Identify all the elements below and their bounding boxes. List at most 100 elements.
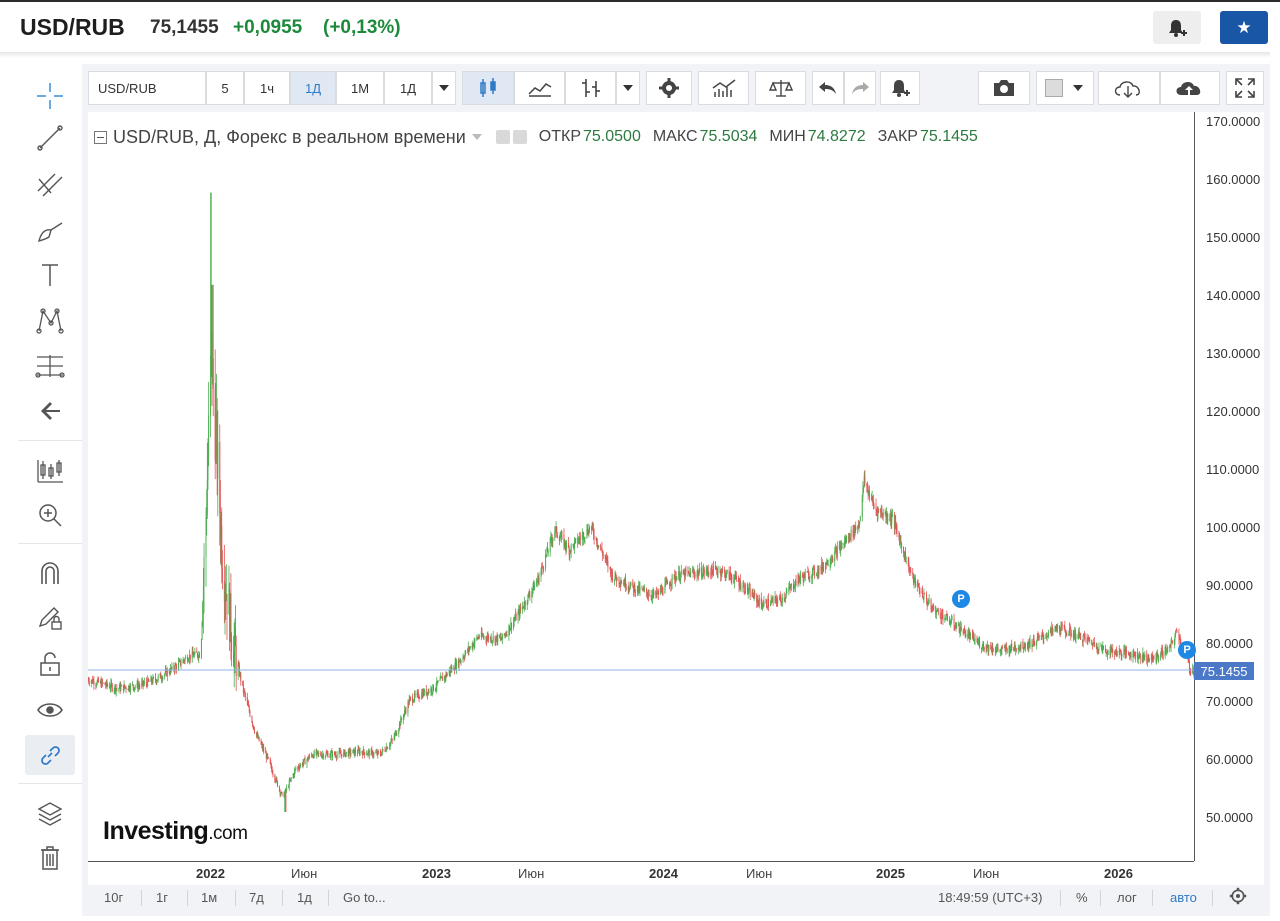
chart-type-dropdown[interactable] xyxy=(616,71,640,105)
interval-5[interactable]: 5 xyxy=(206,71,244,105)
create-alert-button[interactable] xyxy=(880,71,920,105)
candle-up xyxy=(850,529,852,540)
trendline-tool[interactable] xyxy=(25,118,75,158)
redo-button[interactable] xyxy=(844,71,876,105)
magnet-tool[interactable] xyxy=(25,553,75,593)
range-1m[interactable]: 1м xyxy=(201,890,218,905)
candles-style-button[interactable] xyxy=(462,71,514,105)
collapse-legend-icon[interactable] xyxy=(94,130,107,144)
range-1d[interactable]: 1д xyxy=(297,890,312,905)
candle-up xyxy=(992,650,994,652)
candle-down xyxy=(625,587,627,589)
caret-down-icon[interactable] xyxy=(471,134,482,140)
candle-down xyxy=(716,571,718,574)
percent-toggle[interactable]: % xyxy=(1076,890,1088,905)
candle-up xyxy=(1074,630,1076,635)
candle-up xyxy=(965,634,967,638)
candle-down xyxy=(802,574,804,577)
candle-down xyxy=(670,584,672,586)
candle-down xyxy=(341,754,343,757)
line-style-button[interactable] xyxy=(514,71,565,105)
interval-dropdown[interactable] xyxy=(432,71,456,105)
object-tree-tool[interactable] xyxy=(25,793,75,833)
candle-down xyxy=(789,587,791,589)
candle-up xyxy=(1166,648,1168,652)
back-tool[interactable] xyxy=(25,391,75,431)
time-tick: Июн xyxy=(291,866,318,881)
text-tool[interactable] xyxy=(25,255,75,295)
event-marker[interactable]: P xyxy=(952,590,970,608)
fullscreen-button[interactable] xyxy=(1226,71,1264,105)
hide-drawings-tool[interactable] xyxy=(25,690,75,730)
candle-down xyxy=(1178,632,1180,640)
range-7d[interactable]: 7д xyxy=(249,890,264,905)
investing-logo: Investing.com xyxy=(103,817,248,846)
remove-drawings-tool[interactable] xyxy=(25,838,75,878)
candle-down xyxy=(973,634,975,641)
candle-down xyxy=(662,593,664,594)
price-scale[interactable] xyxy=(1194,112,1264,861)
candle-up xyxy=(1165,651,1167,654)
candle-down xyxy=(1042,633,1044,637)
candle-up xyxy=(290,778,292,781)
log-toggle[interactable]: лог xyxy=(1117,890,1137,905)
snapshot-button[interactable] xyxy=(978,71,1030,105)
compare-button[interactable] xyxy=(755,71,806,105)
candle-up xyxy=(1040,635,1042,636)
crosshair-tool[interactable] xyxy=(25,76,75,116)
event-marker[interactable]: P xyxy=(1178,641,1196,659)
interval-1h[interactable]: 1ч xyxy=(244,71,290,105)
candle-up xyxy=(202,586,204,603)
candle-up xyxy=(389,742,391,746)
chart-pane[interactable] xyxy=(87,112,1195,861)
sync-drawings-tool[interactable] xyxy=(25,735,75,775)
candle-up xyxy=(394,733,396,738)
settings-button[interactable] xyxy=(646,71,692,105)
clock-timezone[interactable]: 18:49:59 (UTC+3) xyxy=(938,890,1043,905)
layout-select[interactable] xyxy=(1036,71,1094,105)
zoom-tool[interactable] xyxy=(25,495,75,535)
chart-properties-button[interactable] xyxy=(1229,887,1247,908)
bars-style-button[interactable] xyxy=(565,71,616,105)
candle-down xyxy=(1084,635,1086,638)
candle-up xyxy=(666,581,668,583)
candle-up xyxy=(616,577,618,582)
candle-up xyxy=(578,537,580,542)
candle-down xyxy=(1141,659,1143,661)
indicators-button[interactable] xyxy=(698,71,749,105)
watchlist-star-button[interactable]: ★ xyxy=(1220,11,1268,44)
price-chart[interactable] xyxy=(87,112,1195,861)
candle-up xyxy=(719,570,721,572)
fib-tool[interactable] xyxy=(25,164,75,204)
range-1y[interactable]: 1г xyxy=(156,890,168,905)
symbol-search-field[interactable]: USD/RUB xyxy=(88,71,206,105)
candle-up xyxy=(821,562,823,571)
add-alert-button[interactable] xyxy=(1153,11,1201,44)
range-10y[interactable]: 10г xyxy=(104,890,124,905)
interval-1d[interactable]: 1Д xyxy=(290,71,336,105)
candle-up xyxy=(202,602,204,623)
lock-drawing-tool[interactable] xyxy=(25,598,75,638)
settings-toggle-icon[interactable] xyxy=(512,130,527,144)
candle-up xyxy=(366,754,368,756)
load-layout-button[interactable] xyxy=(1098,71,1160,105)
undo-button[interactable] xyxy=(812,71,844,105)
time-scale[interactable] xyxy=(88,861,1194,885)
candle-down xyxy=(1119,650,1121,651)
candle-down xyxy=(248,705,250,707)
eye-toggle-icon[interactable] xyxy=(495,130,510,144)
pattern-tool[interactable] xyxy=(25,300,75,340)
candle-down xyxy=(1011,644,1013,649)
candle-up xyxy=(210,332,212,356)
interval-current[interactable]: 1Д xyxy=(384,71,432,105)
goto-date-button[interactable]: Go to... xyxy=(343,890,386,905)
brush-tool[interactable] xyxy=(25,210,75,250)
indicators-tool[interactable] xyxy=(25,451,75,491)
candle-down xyxy=(752,596,754,599)
candle-down xyxy=(442,677,444,681)
auto-scale-toggle[interactable]: авто xyxy=(1170,890,1197,905)
measure-tool[interactable] xyxy=(25,346,75,386)
interval-1m[interactable]: 1М xyxy=(336,71,384,105)
lock-all-tool[interactable] xyxy=(25,644,75,684)
save-layout-button[interactable] xyxy=(1160,71,1220,105)
